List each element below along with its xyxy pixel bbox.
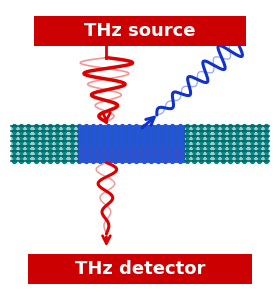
Text: THz source: THz source	[84, 22, 196, 40]
Text: THz detector: THz detector	[75, 260, 205, 278]
Bar	[11, 126, 269, 161]
Bar	[28, 254, 252, 284]
Bar	[78, 148, 185, 163]
Bar	[34, 16, 246, 46]
Bar	[78, 125, 185, 163]
